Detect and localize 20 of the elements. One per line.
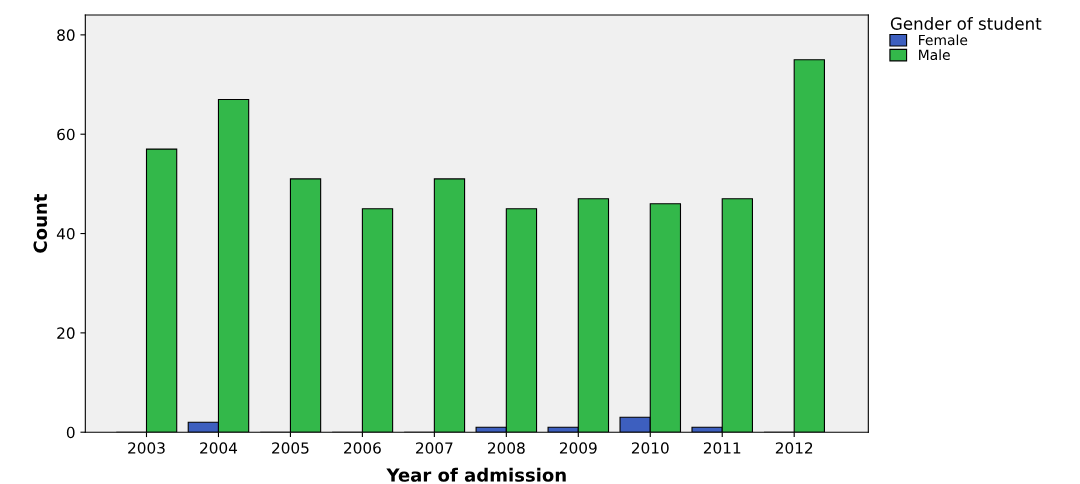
x-tick-label: 2009 [559, 442, 597, 454]
x-tick-label: 2005 [272, 442, 309, 454]
y-axis-title: Count [33, 194, 48, 253]
x-tick-label: 2008 [488, 442, 525, 454]
legend-label: Male [919, 49, 950, 61]
y-tick-label: 40 [56, 228, 75, 240]
y-tick-label: 20 [57, 327, 75, 339]
y-tick-label: 0 [66, 426, 75, 439]
x-axis-title: Year of admission [386, 467, 566, 482]
y-tick-label: 60 [57, 128, 75, 141]
x-tick-label: 2010 [631, 442, 669, 454]
legend-label: Female [919, 34, 968, 46]
legend-title: Gender of student [890, 16, 1042, 30]
x-tick-label: 2012 [775, 442, 813, 454]
x-tick-label: 2011 [703, 442, 741, 454]
y-tick-label: 80 [57, 29, 75, 41]
x-tick-label: 2004 [200, 442, 238, 454]
x-tick-label: 2007 [416, 442, 453, 454]
x-tick-label: 2003 [128, 442, 165, 454]
x-tick-label: 2006 [344, 442, 381, 454]
